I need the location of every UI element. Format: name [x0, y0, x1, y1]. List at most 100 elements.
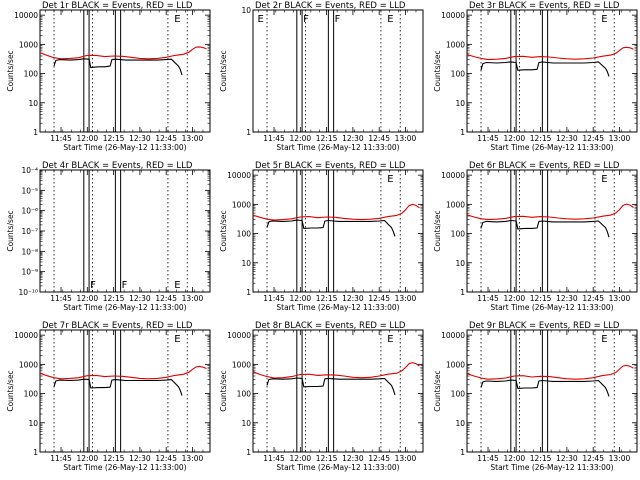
x-tick-label: 12:45: [155, 454, 177, 463]
y-axis-label: Counts/sec: [433, 50, 442, 91]
x-tick-label: 12:15: [316, 454, 338, 463]
x-tick-label: 12:30: [342, 454, 364, 463]
x-tick-label: 11:45: [263, 134, 285, 143]
plot-frame: [466, 329, 638, 453]
x-tick-label: 12:15: [316, 134, 338, 143]
x-tick-label: 12:30: [129, 454, 151, 463]
y-tick-label: 1: [246, 128, 251, 137]
panel-det-5: Det 5r BLACK = Events, RED = LLD 1 10 100 10…: [219, 161, 424, 312]
x-axis-label: Start Time (26-May-12 11:33:00): [63, 463, 186, 472]
x-tick-label: 12:45: [155, 134, 177, 143]
y-tick-label: 10: [241, 419, 251, 428]
x-tick-label: 11:45: [477, 134, 499, 143]
y-tick-label: 10: [28, 419, 38, 428]
x-tick-label: 12:15: [530, 294, 552, 303]
x-tick-label: 11:45: [50, 294, 72, 303]
x-tick-label: 13:00: [395, 134, 417, 143]
x-tick-label: 13:00: [182, 294, 204, 303]
lld-series-line: [39, 46, 207, 60]
x-tick-label: 12:00: [77, 294, 99, 303]
events-series-line: [480, 61, 610, 77]
plot-frame: [466, 9, 638, 133]
x-tick-label: 12:45: [582, 134, 604, 143]
x-axis-label: Start Time (26-May-12 11:33:00): [490, 143, 613, 152]
x-tick-label: 12:00: [77, 134, 99, 143]
x-tick-label: 11:45: [263, 294, 285, 303]
y-tick-label: 1: [460, 128, 465, 137]
x-tick-label: 12:00: [290, 294, 312, 303]
state-annotation: E: [387, 14, 393, 25]
x-tick-label: 13:00: [609, 134, 631, 143]
y-tick-label: 1: [460, 288, 465, 297]
x-tick-label: 12:45: [582, 454, 604, 463]
x-tick-label: 11:45: [263, 454, 285, 463]
x-tick-label: 11:45: [50, 134, 72, 143]
plot-frame: [39, 9, 211, 133]
y-tick-label: 10000: [441, 331, 465, 340]
panel-title: Det 6r BLACK = Events, RED = LLD: [469, 161, 620, 171]
panel-title: Det 8r BLACK = Events, RED = LLD: [255, 321, 406, 331]
x-axis-label: Start Time (26-May-12 11:33:00): [490, 463, 613, 472]
y-axis-label: Counts/sec: [6, 370, 15, 411]
x-axis-label: Start Time (26-May-12 11:33:00): [63, 303, 186, 312]
y-tick-label: 10: [455, 99, 465, 108]
state-annotation: F: [303, 14, 309, 25]
y-tick-label: 100: [451, 70, 466, 79]
x-tick-label: 12:00: [290, 454, 312, 463]
x-tick-label: 13:00: [609, 294, 631, 303]
y-tick-label: 10: [455, 259, 465, 268]
x-tick-label: 12:00: [77, 454, 99, 463]
y-tick-label: 100: [24, 390, 39, 399]
x-tick-label: 12:30: [556, 454, 578, 463]
events-series-line: [480, 219, 610, 238]
panel-det-1: Det 1r BLACK = Events, RED = LLD 1 10 100 10…: [6, 1, 211, 152]
y-tick-label: 1: [33, 448, 38, 457]
panel-det-7: Det 7r BLACK = Events, RED = LLD 1 10 100 10…: [6, 321, 211, 472]
y-tick-label: 10⁻⁷: [21, 227, 38, 236]
y-axis-label: Counts/sec: [6, 50, 15, 91]
lld-series-line: [466, 46, 634, 61]
events-series-line: [53, 58, 183, 76]
y-axis-label: Counts/sec: [219, 370, 228, 411]
y-tick-label: 10⁻⁸: [21, 247, 38, 256]
lld-series-line: [252, 203, 420, 221]
plot-frame: [466, 169, 638, 293]
y-tick-label: 10000: [227, 331, 251, 340]
y-tick-label: 100: [451, 230, 466, 239]
panel-title: Det 2r BLACK = Events, RED = LLD: [255, 1, 406, 11]
x-tick-label: 12:45: [155, 294, 177, 303]
panel-title: Det 5r BLACK = Events, RED = LLD: [255, 161, 406, 171]
x-tick-label: 12:00: [504, 454, 526, 463]
y-axis-label: Counts/sec: [6, 210, 15, 251]
y-axis-label: Counts/sec: [433, 210, 442, 251]
x-axis-label: Start Time (26-May-12 11:33:00): [63, 143, 186, 152]
panel-title: Det 1r BLACK = Events, RED = LLD: [42, 1, 193, 11]
x-tick-label: 12:45: [582, 294, 604, 303]
y-tick-label: 1000: [19, 360, 38, 369]
y-tick-label: 1: [460, 448, 465, 457]
state-annotation: F: [122, 280, 128, 291]
y-tick-label: 10⁻⁵: [21, 186, 38, 195]
y-tick-label: 100: [451, 390, 466, 399]
state-annotation: F: [90, 280, 96, 291]
y-tick-label: 10: [241, 6, 251, 15]
events-series-line: [266, 377, 396, 396]
x-axis-label: Start Time (26-May-12 11:33:00): [276, 463, 399, 472]
x-tick-label: 12:30: [556, 294, 578, 303]
lld-series-line: [39, 365, 207, 380]
x-tick-label: 13:00: [182, 454, 204, 463]
x-tick-label: 13:00: [395, 294, 417, 303]
lld-series-line: [252, 362, 420, 379]
x-tick-label: 13:00: [182, 134, 204, 143]
panel-det-2: Det 2r BLACK = Events, RED = LLD 1 10 11:45…: [219, 1, 424, 152]
state-annotation: E: [387, 174, 393, 185]
panel-det-6: Det 6r BLACK = Events, RED = LLD 1 10 100 10…: [433, 161, 638, 312]
panel-title: Det 4r BLACK = Events, RED = LLD: [42, 161, 193, 171]
y-tick-label: 10000: [227, 171, 251, 180]
y-axis-label: Counts/sec: [219, 210, 228, 251]
y-tick-label: 1000: [19, 40, 38, 49]
y-tick-label: 1000: [446, 360, 465, 369]
y-tick-label: 10⁻⁴: [21, 166, 38, 175]
x-tick-label: 12:30: [342, 294, 364, 303]
